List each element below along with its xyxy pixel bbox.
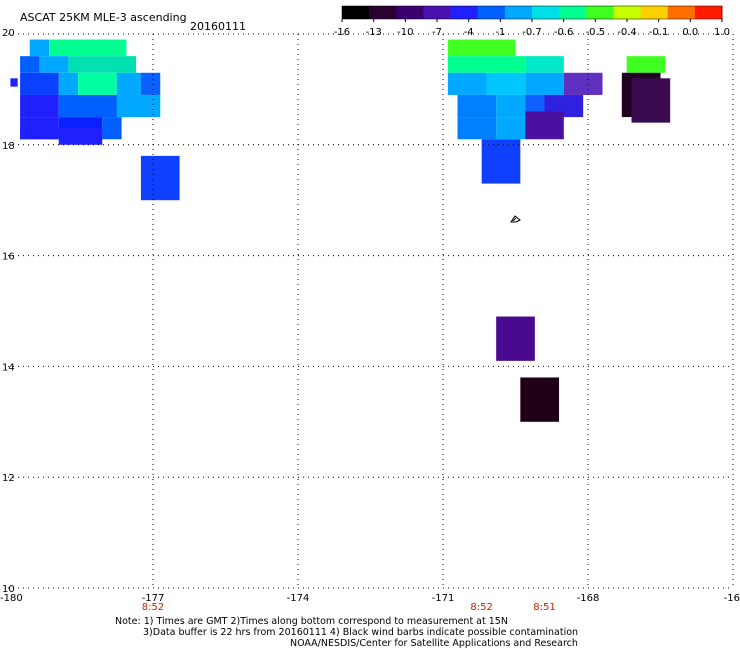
colorbar-label: 1.0 xyxy=(714,27,730,38)
wind-cell xyxy=(116,94,161,118)
data-cells xyxy=(10,39,671,422)
wind-cell xyxy=(457,117,497,140)
longitude-label: -180 xyxy=(0,593,23,604)
colorbar-label: -0.5 xyxy=(586,27,606,38)
wind-cell xyxy=(20,94,59,118)
wind-cell xyxy=(563,72,603,95)
wind-cell xyxy=(58,72,79,95)
wind-cell xyxy=(140,155,180,201)
wind-cell xyxy=(20,72,59,95)
wind-cell xyxy=(78,72,117,95)
wind-cell xyxy=(20,128,59,140)
colorbar-segment xyxy=(342,6,370,19)
wind-cell xyxy=(631,78,671,123)
colorbar-label: -0.4 xyxy=(617,27,637,38)
latitude-label: 12 xyxy=(2,473,15,484)
pass-time-label: 8:52 xyxy=(142,602,164,613)
wind-cell xyxy=(626,56,666,73)
latitude-label: 14 xyxy=(2,362,15,373)
colorbar-segment xyxy=(613,6,642,19)
note-line-3: NOAA/NESDIS/Center for Satellite Applica… xyxy=(290,638,578,649)
colorbar-label: -0.7 xyxy=(522,27,542,38)
wind-cell xyxy=(525,56,564,73)
product-title: ASCAT 25KM MLE-3 ascending xyxy=(20,11,187,24)
wind-cell xyxy=(496,94,526,118)
lat-lon-grid xyxy=(8,33,734,589)
wind-cell xyxy=(58,128,103,145)
wind-cell xyxy=(10,78,18,87)
colorbar-segment xyxy=(532,6,560,19)
wind-cell xyxy=(49,39,127,57)
colorbar: -16 -13 -10 -7 -4 -1 -0.7 -0.6 -0.5 -0.4 -0.1 0.0 1.… xyxy=(334,5,730,38)
colorbar-segment xyxy=(450,6,479,19)
wind-cell xyxy=(525,72,564,95)
wind-cell xyxy=(486,72,526,95)
wind-cell xyxy=(29,39,50,57)
note-line-1: Note: 1) Times are GMT 2)Times along bot… xyxy=(115,616,508,627)
wind-cell xyxy=(457,94,497,118)
colorbar-segment xyxy=(586,6,614,19)
colorbar-segment xyxy=(559,6,587,19)
wind-cell xyxy=(447,56,526,73)
colorbar-segment xyxy=(477,6,506,19)
latitude-label: 18 xyxy=(2,141,15,152)
colorbar-label: -4 xyxy=(464,27,474,38)
colorbar-segment xyxy=(667,6,696,19)
wind-cell xyxy=(140,72,161,95)
longitude-label: -168 xyxy=(577,593,600,604)
colorbar-segment xyxy=(396,6,424,19)
colorbar-label: 0.0 xyxy=(682,27,698,38)
pass-time-label: 8:51 xyxy=(533,602,555,613)
longitude-label: -174 xyxy=(287,593,310,604)
latitude-label: 16 xyxy=(2,252,15,263)
colorbar-label: -16 xyxy=(334,27,350,38)
wind-cell xyxy=(481,139,521,184)
colorbar-segment xyxy=(640,6,669,19)
colorbar-label: -7 xyxy=(432,27,442,38)
axis-labels: 20 18 16 14 12 10-180 -177 -174 -171 -168 -16 8:52 8… xyxy=(0,28,740,613)
wind-cell xyxy=(520,377,559,422)
wind-cell xyxy=(39,56,69,73)
wind-cell xyxy=(496,316,535,361)
pass-time-label: 8:52 xyxy=(470,602,492,613)
wind-cell xyxy=(20,56,40,73)
wind-cell xyxy=(447,72,487,95)
colorbar-label: -13 xyxy=(365,27,381,38)
wind-cell xyxy=(68,56,137,73)
wind-cell xyxy=(102,117,122,140)
longitude-label: -177 xyxy=(142,593,165,604)
longitude-label: -171 xyxy=(432,593,455,604)
wind-cell xyxy=(496,117,526,140)
wind-barb-symbol xyxy=(510,215,521,223)
colorbar-segment xyxy=(369,6,397,19)
wind-cell xyxy=(447,39,516,57)
product-date: 20160111 xyxy=(190,20,246,33)
wind-cell xyxy=(525,111,564,140)
latitude-label: 20 xyxy=(2,28,15,39)
colorbar-segment xyxy=(423,6,452,19)
colorbar-segment xyxy=(694,6,723,19)
colorbar-segment xyxy=(504,6,533,19)
longitude-label: -16 xyxy=(724,593,740,604)
colorbar-label: -0.6 xyxy=(554,27,574,38)
colorbar-label: -10 xyxy=(397,27,413,38)
note-line-2: 3)Data buffer is 22 hrs from 20160111 4)… xyxy=(143,627,578,638)
colorbar-label: -0.1 xyxy=(649,27,669,38)
latitude-label: 10 xyxy=(2,584,15,595)
colorbar-label: -1 xyxy=(495,27,505,38)
wind-cell xyxy=(116,72,141,95)
